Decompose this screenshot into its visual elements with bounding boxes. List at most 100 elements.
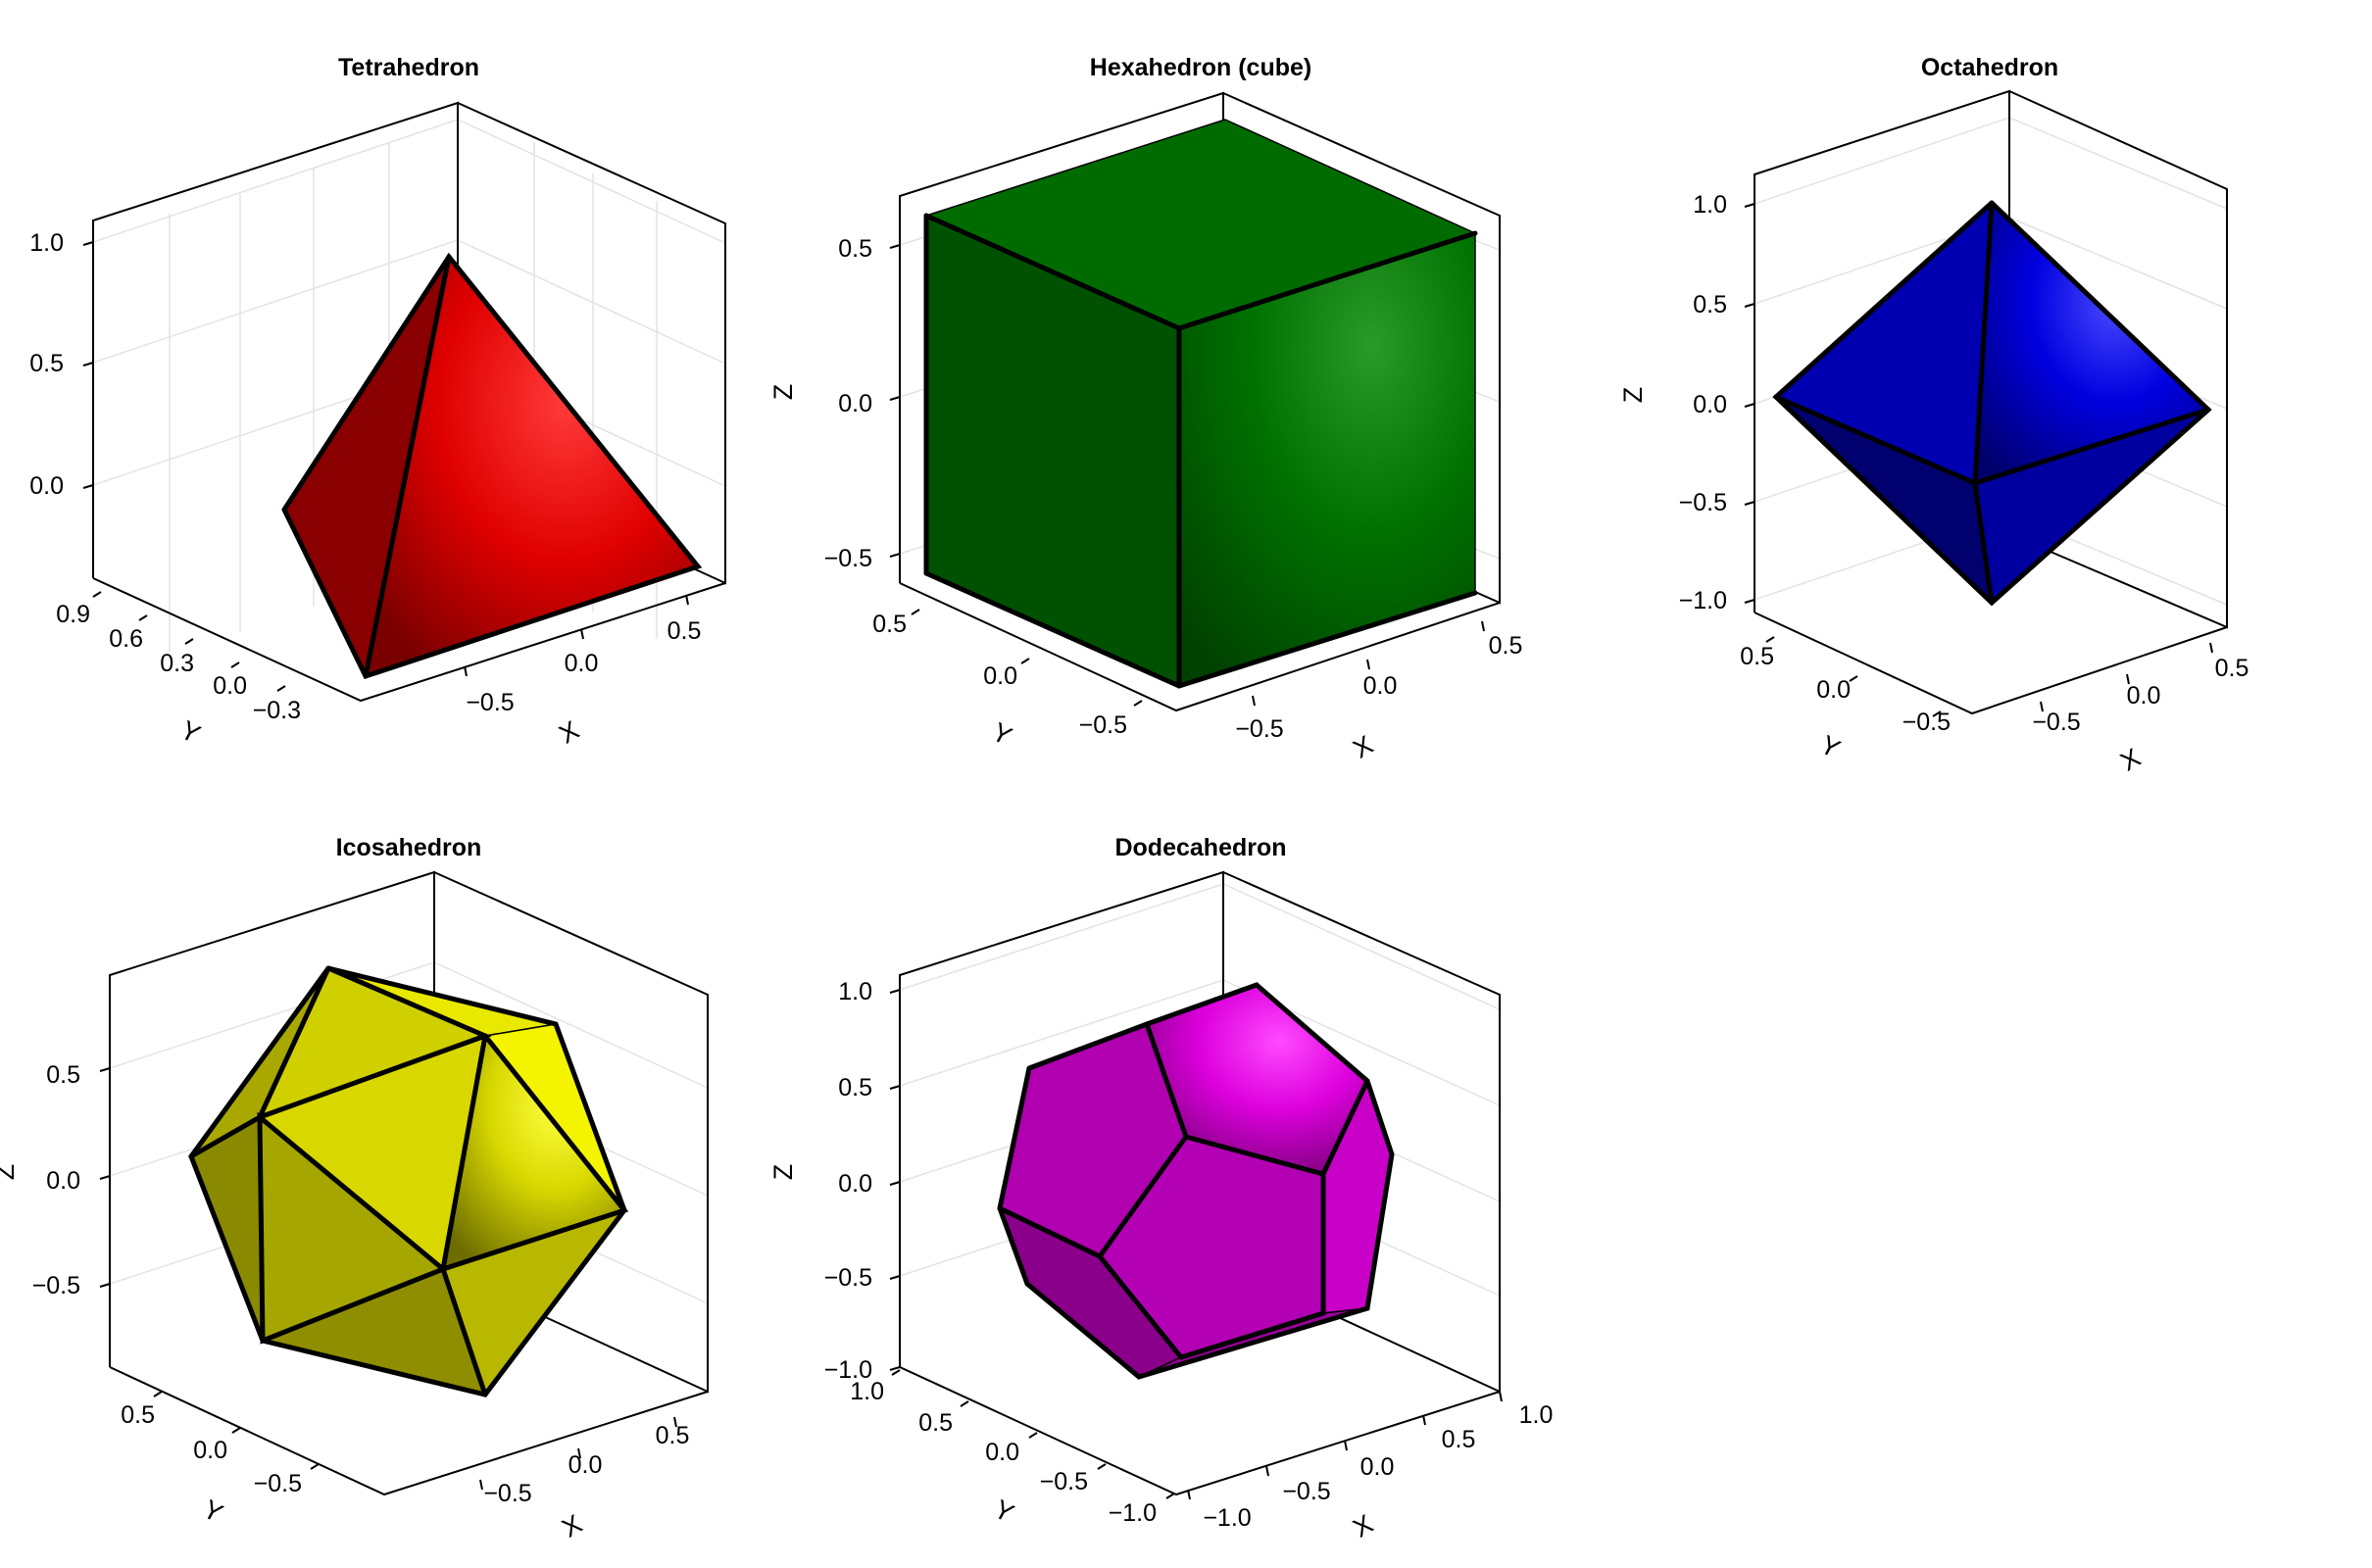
x-axis-label: X (557, 1509, 587, 1544)
panel-title: Dodecahedron (1114, 834, 1286, 861)
x-axis: −0.5 0.0 0.5 X (464, 594, 702, 750)
panel-tetrahedron: Tetrahedron 1.0 0.5 0.0 0.9 0.6 0.3 (29, 54, 726, 750)
y-tick-label: −1.0 (1109, 1499, 1157, 1527)
z-axis: 1.0 0.5 0.0 −0.5 −1.0 Z (1618, 191, 1755, 614)
y-tick-label: −0.5 (1903, 709, 1951, 736)
panel-title: Octahedron (1921, 54, 2058, 81)
tetrahedron-outline (281, 252, 703, 680)
z-tick-label: 0.5 (29, 350, 64, 377)
x-tick-label: 1.0 (1519, 1401, 1554, 1429)
panel-icosahedron: Icosahedron 0.5 0.0 −0.5 Z 0.5 0.0 −0.5 … (0, 834, 709, 1544)
y-tick-label: −0.5 (1040, 1468, 1088, 1495)
octahedron-surface (1772, 200, 2212, 607)
z-axis: 1.0 0.5 0.0 −0.5 −1.0 Z (768, 978, 901, 1384)
y-tick-label: 0.5 (121, 1401, 155, 1429)
icosahedron-surface (188, 965, 629, 1397)
x-tick-label: 0.0 (568, 1451, 603, 1479)
x-tick-label: −0.5 (2032, 709, 2080, 736)
z-tick-label: 0.0 (29, 472, 64, 500)
z-tick-label: 0.5 (1693, 291, 1727, 318)
z-tick-label: −0.5 (1679, 489, 1727, 516)
y-axis: 0.9 0.6 0.3 0.0 −0.3 Y (56, 591, 301, 750)
panel-hexahedron-cube: Hexahedron (cube) 0.5 0.0 −0.5 Z 0.5 0.0… (768, 54, 1522, 764)
icosahedron-edge (257, 1033, 488, 1397)
panel-title: Icosahedron (336, 834, 482, 861)
y-tick-label: 0.5 (1740, 643, 1774, 670)
z-tick-label: 0.0 (838, 1170, 872, 1198)
tetrahedron-surface (281, 252, 703, 680)
z-tick-label: 1.0 (29, 229, 64, 257)
x-tick-label: 0.5 (2215, 655, 2249, 682)
z-tick-label: 0.5 (838, 235, 872, 263)
octahedron-edge (1972, 200, 1995, 606)
tetrahedron-edge (363, 254, 452, 679)
z-axis-label: Z (768, 1164, 798, 1181)
x-tick-label: 0.0 (1363, 672, 1398, 700)
dodecahedron-edge (997, 1021, 1189, 1260)
y-tick-label: 1.0 (850, 1378, 884, 1405)
z-tick-label: 0.5 (46, 1061, 80, 1089)
cube-surface (923, 119, 1478, 689)
y-tick-label: 0.0 (983, 662, 1017, 690)
z-axis-label: Z (768, 384, 798, 401)
z-tick-label: 1.0 (838, 978, 872, 1005)
z-tick-label: −0.5 (824, 545, 872, 572)
z-axis: 0.5 0.0 −0.5 Z (0, 1061, 111, 1299)
z-tick-label: −1.0 (824, 1356, 872, 1384)
panel-title: Tetrahedron (338, 54, 479, 81)
x-tick-label: 0.0 (2127, 682, 2161, 710)
x-tick-label: 0.5 (656, 1422, 690, 1449)
x-tick-label: 0.5 (1489, 632, 1523, 660)
y-axis-label: Y (987, 717, 1016, 752)
y-tick-label: −0.5 (254, 1470, 302, 1497)
z-tick-label: −0.5 (824, 1264, 872, 1292)
y-tick-label: 0.5 (918, 1409, 953, 1437)
y-tick-label: 0.0 (1816, 676, 1851, 704)
octahedron-outline (1772, 200, 2212, 607)
z-tick-label: −0.5 (32, 1272, 80, 1299)
x-tick-label: −0.5 (1235, 715, 1283, 743)
z-tick-label: 0.0 (838, 390, 872, 417)
panel-title: Hexahedron (cube) (1090, 54, 1311, 81)
z-axis: 0.5 0.0 −0.5 Z (768, 235, 901, 572)
icosahedron-edge (255, 965, 492, 1122)
x-axis-label: X (2115, 743, 2146, 777)
x-axis: −0.5 0.0 0.5 X (479, 1416, 690, 1544)
y-tick-label: 0.3 (160, 650, 194, 677)
x-tick-label: −0.5 (483, 1480, 531, 1507)
y-axis: 1.0 0.5 0.0 −0.5 −1.0 Y (850, 1369, 1175, 1529)
y-tick-label: 0.0 (985, 1439, 1019, 1466)
z-tick-label: 1.0 (1693, 191, 1727, 219)
y-tick-label: 0.0 (193, 1437, 227, 1464)
x-axis: −1.0 −0.5 0.0 0.5 1.0 X (1187, 1391, 1554, 1544)
dodecahedron-edge (1097, 1253, 1184, 1360)
y-tick-label: 0.9 (56, 601, 90, 628)
y-axis-label: Y (175, 715, 205, 750)
z-tick-label: 0.5 (838, 1074, 872, 1102)
x-tick-label: 0.0 (1360, 1453, 1395, 1481)
dodecahedron-outline (997, 982, 1395, 1380)
y-axis-label: Y (1815, 730, 1845, 764)
y-tick-label: 0.5 (872, 611, 907, 638)
y-axis-label: Y (198, 1494, 227, 1529)
z-axis: 1.0 0.5 0.0 (29, 229, 94, 500)
z-axis-label: Z (0, 1164, 20, 1181)
x-tick-label: 0.0 (565, 650, 599, 677)
x-tick-label: −0.5 (466, 689, 514, 716)
y-axis-label: Y (989, 1494, 1018, 1529)
x-tick-label: −0.5 (1282, 1478, 1330, 1505)
x-axis-label: X (1348, 1509, 1378, 1544)
x-axis-label: X (554, 715, 584, 750)
x-tick-label: −1.0 (1203, 1504, 1251, 1532)
x-axis-label: X (1348, 730, 1378, 764)
x-tick-label: 0.5 (667, 617, 702, 645)
y-tick-label: −0.3 (253, 697, 301, 724)
panel-dodecahedron: Dodecahedron 1.0 0.5 0.0 −0.5 −1.0 Z 1. (768, 834, 1553, 1544)
dodecahedron-surface (997, 982, 1395, 1380)
x-tick-label: 0.5 (1442, 1426, 1476, 1453)
y-axis: 0.5 0.0 −0.5 Y (872, 609, 1143, 752)
y-tick-label: 0.0 (213, 672, 247, 700)
y-axis: 0.5 0.0 −0.5 Y (1740, 636, 1951, 764)
x-axis: −0.5 0.0 0.5 X (2032, 642, 2249, 777)
